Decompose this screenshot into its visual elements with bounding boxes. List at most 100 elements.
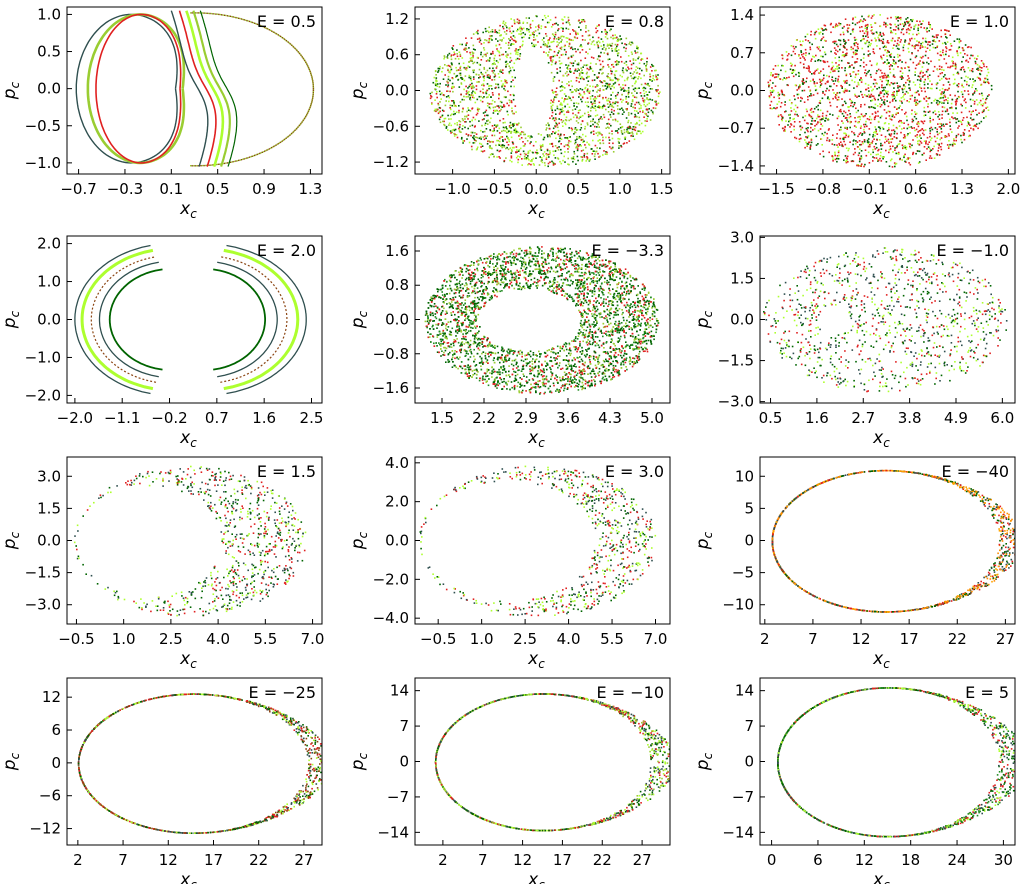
scatter-point [829, 85, 831, 88]
scatter-point [537, 25, 540, 27]
scatter-point [597, 89, 599, 91]
scatter-point [311, 101, 313, 103]
scatter-point [560, 27, 563, 29]
scatter-point [959, 52, 962, 54]
scatter-point [843, 100, 846, 103]
scatter-point [486, 123, 489, 125]
scatter-point [515, 53, 517, 55]
scatter-point [945, 135, 948, 138]
scatter-point [879, 116, 882, 119]
scatter-point [881, 84, 883, 86]
scatter-point [607, 58, 609, 61]
scatter-point [627, 102, 630, 104]
scatter-point [595, 27, 597, 30]
scatter-point [516, 124, 518, 126]
scatter-point [248, 156, 251, 158]
scatter-point [789, 68, 792, 71]
scatter-point [599, 142, 601, 144]
scatter-point [821, 28, 823, 30]
scatter-point [890, 64, 892, 66]
scatter-point [815, 117, 818, 120]
scatter-point [899, 158, 901, 161]
scatter-point [955, 136, 957, 139]
scatter-point [617, 39, 619, 41]
scatter-point [927, 146, 930, 148]
scatter-point [488, 41, 491, 44]
scatter-point [473, 142, 476, 144]
scatter-point [480, 53, 482, 56]
scatter-point [610, 111, 613, 113]
scatter-point [885, 25, 887, 28]
scatter-point [941, 113, 943, 116]
scatter-point [589, 38, 591, 41]
scatter-point [978, 65, 981, 67]
scatter-point [866, 23, 869, 26]
scatter-point [459, 74, 462, 77]
scatter-point [556, 93, 559, 96]
scatter-point [622, 67, 624, 69]
scatter-point [880, 144, 882, 147]
scatter-point [599, 63, 602, 66]
scatter-point [850, 100, 853, 102]
scatter-point [979, 99, 982, 102]
scatter-point [581, 158, 584, 161]
scatter-point [952, 117, 955, 120]
scatter-point [608, 142, 611, 144]
scatter-point [467, 107, 469, 109]
scatter-point [567, 20, 569, 23]
scatter-point [810, 138, 813, 140]
scatter-point [573, 158, 576, 161]
scatter-point [616, 105, 619, 107]
scatter-point [798, 55, 800, 57]
scatter-point [608, 132, 611, 135]
scatter-point [638, 73, 641, 75]
scatter-point [561, 35, 564, 38]
scatter-point [849, 65, 851, 67]
scatter-point [599, 147, 601, 150]
scatter-point [627, 132, 629, 134]
scatter-point [614, 77, 616, 79]
scatter-point [876, 82, 878, 85]
scatter-point [949, 48, 952, 51]
scatter-point [601, 60, 604, 63]
scatter-point [549, 135, 551, 138]
scatter-point [852, 71, 854, 73]
scatter-point [597, 76, 600, 78]
scatter-point [485, 128, 488, 130]
scatter-point [877, 159, 880, 162]
scatter-point [606, 153, 608, 156]
scatter-point [592, 130, 595, 133]
scatter-point [279, 35, 282, 37]
scatter-point [923, 146, 926, 148]
scatter-point [634, 123, 637, 125]
scatter-point [898, 107, 900, 109]
scatter-point [863, 131, 866, 133]
scatter-point [619, 39, 621, 41]
scatter-point [635, 66, 638, 68]
scatter-point [893, 162, 896, 164]
scatter-point [502, 83, 504, 85]
scatter-point [607, 106, 610, 108]
scatter-point [792, 118, 794, 120]
scatter-point [811, 43, 813, 46]
scatter-point [822, 46, 824, 48]
scatter-point [452, 100, 455, 102]
scatter-point [190, 12, 192, 14]
scatter-point [926, 47, 929, 49]
scatter-point [575, 32, 577, 34]
scatter-point [891, 95, 894, 98]
scatter-point [469, 83, 472, 86]
scatter-point [915, 112, 918, 115]
scatter-point [852, 28, 855, 30]
scatter-point [612, 83, 615, 85]
scatter-point [601, 85, 604, 87]
scatter-point [493, 78, 496, 81]
scatter-point [236, 160, 238, 162]
scatter-point [823, 134, 825, 137]
scatter-point [603, 52, 606, 54]
scatter-point [439, 101, 441, 103]
scatter-point [927, 63, 930, 65]
scatter-point [829, 104, 832, 107]
scatter-point [816, 92, 819, 95]
scatter-point [971, 68, 974, 70]
